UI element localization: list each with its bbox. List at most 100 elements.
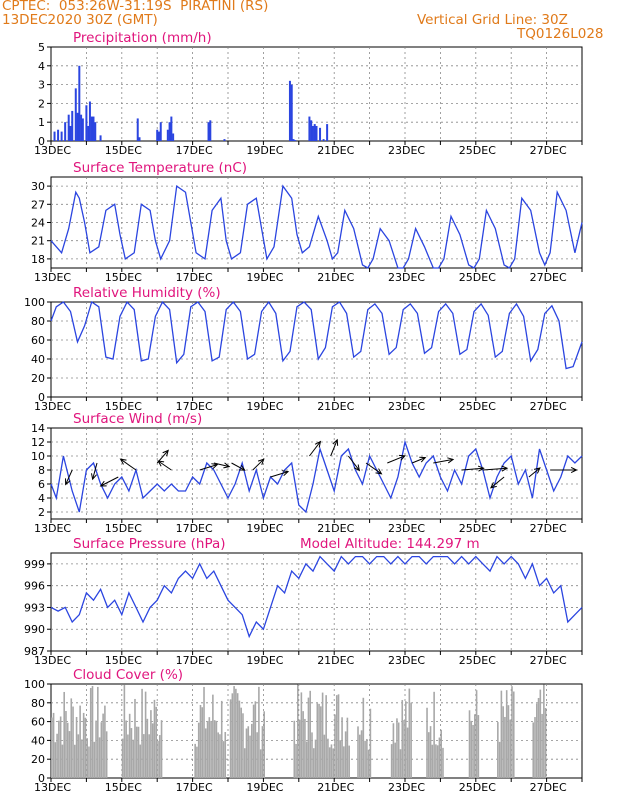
y-tick-label: 999 [24, 558, 45, 571]
temp-series-line [50, 184, 583, 269]
cloud-bar [242, 713, 244, 778]
y-tick-label: 18 [31, 253, 45, 266]
x-tick-label: 19DEC [246, 654, 283, 667]
cloud-bar [231, 693, 234, 778]
cloud-bar [327, 738, 329, 778]
cloud-bar [97, 686, 99, 778]
cloud-bar [51, 717, 53, 778]
precip-bar [326, 124, 329, 141]
wind-arrow [482, 467, 508, 471]
cloud-bar [357, 726, 359, 778]
wind-arrow [157, 460, 172, 471]
wind-arrow-head [501, 465, 509, 472]
precip-bar [99, 135, 102, 141]
x-tick-label: 23DEC [388, 271, 425, 284]
x-tick-label: 23DEC [388, 144, 425, 157]
cloud-bar [325, 695, 327, 778]
cloud-bar [348, 745, 350, 778]
cloud-bar [321, 692, 324, 778]
cloud-bar [224, 732, 227, 778]
panel-cloud: 0 20 40 60 80 100 13DEC 15DEC 17DEC 19DEC 21DEC 23D… [24, 667, 583, 794]
cloud-bar [143, 734, 145, 778]
wind-arrow-head [490, 482, 497, 489]
x-tick-label: 27DEC [530, 271, 567, 284]
cloud-bar [105, 731, 108, 778]
cloud-bar [219, 734, 221, 778]
precip-bar [81, 118, 84, 141]
cloud-bar [95, 720, 97, 778]
y-tick-label: 5 [38, 41, 45, 54]
precip-bar [64, 122, 67, 141]
cloud-bar [293, 720, 296, 778]
cloud-bar [132, 739, 135, 778]
y-tick-label: 1 [38, 116, 45, 129]
y-tick-label: 2 [38, 506, 45, 519]
y-tick-label: 0 [38, 391, 45, 404]
cloud-bar [148, 734, 150, 778]
cloud-bar [229, 699, 232, 778]
cloud-bar [341, 717, 343, 778]
cloud-bar [537, 697, 540, 778]
x-tick-label: 17DEC [176, 271, 213, 284]
x-tick-label: 19DEC [246, 271, 283, 284]
cloud-bar [305, 741, 308, 778]
x-tick-label: 23DEC [388, 654, 425, 667]
cloud-bar [320, 706, 322, 778]
cloud-bar [358, 734, 361, 778]
cloud-bar [146, 718, 149, 778]
cloud-bar [318, 703, 320, 778]
x-tick-label: 25DEC [459, 144, 496, 157]
cloud-bar [337, 694, 340, 778]
cloud-bar [68, 731, 71, 778]
cloud-bar [194, 743, 196, 778]
cloud-bar [316, 703, 319, 778]
cloud-bar [468, 710, 471, 778]
y-tick-label: 60 [31, 716, 45, 729]
precip-bar [290, 84, 293, 141]
cloud-bar [233, 686, 235, 778]
precip-bar [207, 122, 210, 141]
precip-bar [156, 129, 159, 141]
cloud-bar [212, 694, 214, 778]
cloud-bar [61, 744, 64, 778]
cloud-bar [507, 705, 510, 778]
cloud-bar [500, 690, 503, 778]
cloud-bar [403, 720, 405, 778]
wind-arrow-head [477, 465, 485, 472]
cloud-bar [323, 734, 326, 778]
cloud-bar [477, 715, 480, 778]
panel-frame [50, 427, 583, 520]
precip-bar [288, 80, 291, 141]
y-tick-label: 14 [31, 422, 45, 435]
y-tick-label: 4 [38, 60, 45, 73]
wind-arrow-head [119, 458, 127, 465]
y-tick-label: 21 [31, 235, 45, 248]
cloud-bar [401, 700, 404, 778]
wind-arrow [461, 467, 484, 471]
cloud-bar [137, 726, 140, 778]
x-tick-label: 21DEC [317, 271, 354, 284]
x-tick-label: 25DEC [459, 781, 496, 794]
cloud-bar [330, 744, 333, 778]
wind-arrow-head [314, 440, 322, 448]
cloud-bar [410, 702, 412, 778]
precip-bar [292, 139, 295, 141]
x-tick-label: 25DEC [459, 522, 496, 535]
y-tick-label: 80 [31, 315, 45, 328]
wind-arrow-head [223, 462, 231, 469]
cloud-bar [406, 727, 409, 778]
precip-bar [87, 125, 90, 141]
cloud-bar [312, 748, 315, 778]
wind-arrow-head [282, 470, 290, 477]
precip-bar [78, 65, 81, 141]
cloud-bar [70, 698, 73, 778]
panel-temp: 18 21 24 27 30 13DEC 15DEC 17DEC 19DEC 21DEC 23DEC… [31, 160, 583, 284]
pres-series-line [50, 555, 583, 639]
panel-frame [50, 552, 583, 652]
wind-arrow [490, 476, 505, 489]
y-tick-label: 12 [31, 436, 45, 449]
precip-bar [170, 116, 173, 141]
x-tick-label: 17DEC [176, 144, 213, 157]
